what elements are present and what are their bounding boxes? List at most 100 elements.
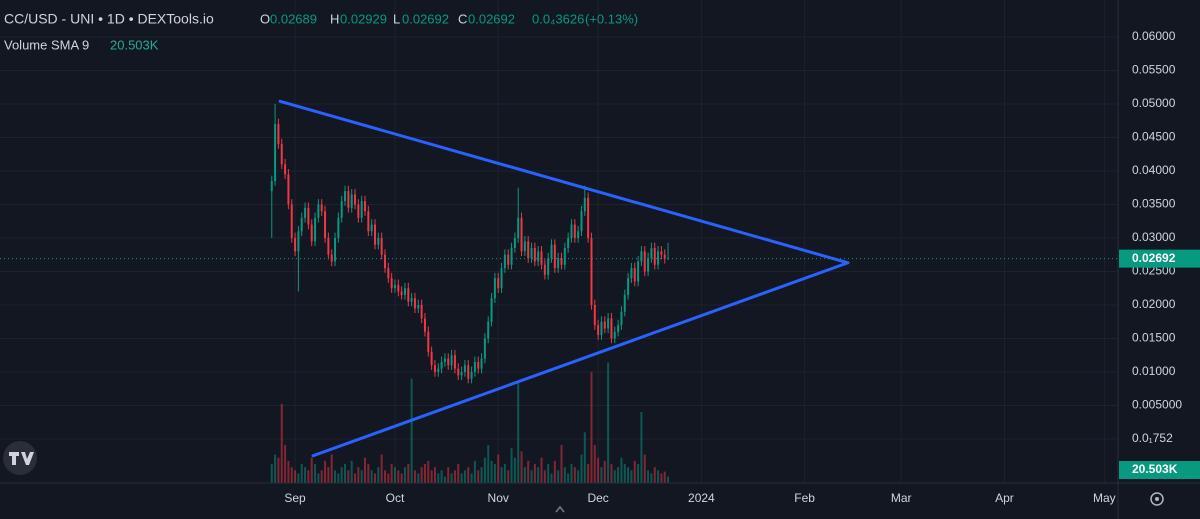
volume-bar [643,454,646,483]
volume-sma-value: 20.503K [110,37,159,52]
candle-body [477,361,480,369]
volume-bar [560,445,563,483]
volume-bar [360,470,363,483]
candle-body [580,211,583,232]
candle-body [277,124,280,145]
volume-bar [620,457,623,483]
candle-body [457,368,460,376]
volume-bar [287,460,290,483]
volume-bar [380,454,383,483]
candle-body [623,294,626,312]
volume-bar [600,467,603,483]
candle-body [330,254,333,262]
candle-body [553,244,556,269]
volume-bar [577,470,580,483]
volume-bar [433,467,436,483]
volume-bar [610,464,613,483]
candle-body [593,304,596,326]
volume-bar [383,470,386,483]
settings-icon[interactable] [1150,492,1164,506]
volume-bar [583,432,586,483]
header: CC/USD - UNI • 1D • DEXTools.io O 0.0268… [4,11,638,53]
volume-bar [310,457,313,483]
y-tick-label: 0.03500 [1132,197,1176,211]
candle-body [540,251,543,265]
ohlc-value: 0.02692 [402,11,449,26]
candle-body [523,241,526,252]
volume-bar [270,464,273,483]
volume-bar [603,460,606,483]
volume-bar [630,470,633,483]
volume-bar [497,454,500,483]
volume-bar [627,467,630,483]
candle-body [327,237,330,255]
ohlc-letter: O [260,11,270,26]
scroll-arrow[interactable] [555,505,565,513]
volume-bar [540,457,543,483]
candle-body [500,268,503,289]
volume-bar [294,470,297,483]
candle-body [390,278,393,289]
x-tick-label: Mar [891,491,912,505]
volume-bar [440,470,443,483]
volume-bar [410,378,413,483]
candle-body [497,278,500,289]
candle-body [280,144,283,165]
volume-bar [580,454,583,483]
volume-bar [300,464,303,483]
candle-body [393,284,396,289]
candle-body [407,288,410,302]
candle-body [387,268,390,279]
candle-body [383,254,386,269]
candle-body [307,207,310,225]
volume-bar [430,470,433,483]
candle-body [410,298,413,302]
candle-body [337,217,340,238]
candle-body [567,237,570,249]
candle-body [647,258,650,272]
volume-bar [637,464,640,483]
volume-bar [553,460,556,483]
logo-mark[interactable] [9,452,34,465]
volume-bar [417,473,420,483]
candle-body [550,244,553,259]
volume-bar [507,470,510,483]
x-tick-label: Apr [995,491,1014,505]
candle-body [597,325,600,336]
gear[interactable] [1150,492,1164,506]
volume-bar [280,403,283,483]
candle-body [503,254,506,269]
y-tick-label: 0.01000 [1132,364,1176,378]
candle-body [304,207,307,218]
candle-body [430,351,433,366]
candle-body [294,237,297,252]
volume-bar [427,460,430,483]
candle-body [467,365,470,379]
candle-body [350,194,353,208]
volume-bar [623,464,626,483]
candle-body [557,258,560,269]
candle-body [610,318,613,339]
candle-body [443,358,446,362]
x-tick-label: Nov [488,491,509,505]
volume-sma-label: Volume SMA 9 [4,37,89,52]
candle-body [653,248,656,265]
candle-body [440,361,443,369]
candle-body [517,217,520,238]
volume-bar [337,473,340,483]
volume-bar [334,470,337,483]
volume-bar [330,454,333,483]
volume-bar [373,473,376,483]
candle-body [470,371,473,379]
candle-body [274,124,277,182]
volume-bar [437,473,440,483]
candle-body [617,325,620,332]
volume-bar [457,464,460,483]
candle-body [367,211,370,232]
last-price-label: 0.02692 [1132,251,1176,265]
candle-body [627,278,630,295]
volume-bar [590,372,593,483]
volume-bar [523,467,526,483]
